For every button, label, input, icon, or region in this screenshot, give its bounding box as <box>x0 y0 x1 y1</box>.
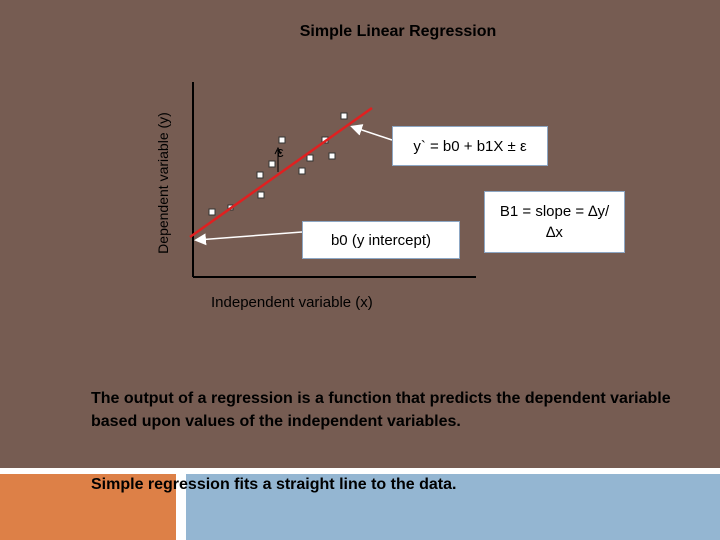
explanation-text: The output of a regression is a function… <box>91 390 671 430</box>
equation-pointer <box>350 124 393 141</box>
data-point <box>340 112 348 120</box>
data-point <box>268 160 276 168</box>
data-point <box>328 152 336 160</box>
data-points <box>208 112 348 216</box>
data-point <box>257 191 265 199</box>
intercept-callout: b0 (y intercept) <box>302 221 460 259</box>
data-point <box>298 167 306 175</box>
data-point <box>278 136 286 144</box>
equation-callout: y` = b0 + b1X ± ε <box>392 126 548 166</box>
diagram-title: Simple Linear Regression <box>299 23 497 40</box>
slope-callout: B1 = slope = ∆y/ ∆x <box>484 191 625 253</box>
footer-accent-orange <box>0 474 176 540</box>
x-axis-label: Independent variable (x) <box>211 294 373 311</box>
footer-accent-blue <box>186 474 720 540</box>
data-point <box>208 208 216 216</box>
intercept-pointer <box>194 231 303 246</box>
data-point <box>306 154 314 162</box>
regression-line <box>189 106 373 239</box>
summary-text: Simple regression fits a straight line t… <box>91 476 457 493</box>
epsilon-label: ε <box>277 144 284 161</box>
data-point <box>256 171 264 179</box>
